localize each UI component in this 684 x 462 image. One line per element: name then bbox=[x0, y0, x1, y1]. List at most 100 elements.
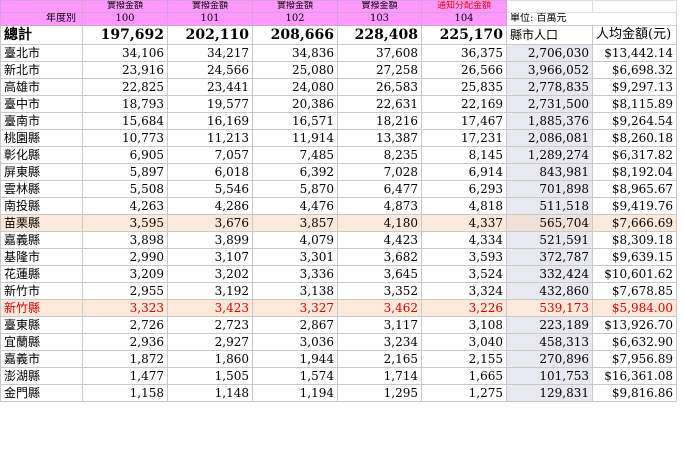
amount-cell[interactable]: 4,286 bbox=[167, 197, 253, 215]
amount-cell[interactable]: 1,872 bbox=[82, 350, 168, 368]
amount-cell[interactable]: 1,148 bbox=[167, 384, 253, 402]
year-cell[interactable]: 104 bbox=[421, 12, 507, 26]
amount-cell[interactable]: 26,566 bbox=[421, 61, 507, 79]
amount-cell[interactable]: 20,386 bbox=[252, 95, 338, 113]
total-cell[interactable]: 225,170 bbox=[421, 25, 507, 45]
amount-cell[interactable]: 25,080 bbox=[252, 61, 338, 79]
amount-cell[interactable]: 7,028 bbox=[337, 163, 422, 181]
city-name-cell[interactable]: 新竹市 bbox=[0, 282, 83, 300]
per-capita-cell[interactable]: $9,639.15 bbox=[592, 248, 677, 266]
amount-cell[interactable]: 3,524 bbox=[421, 265, 507, 283]
amount-cell[interactable]: 1,194 bbox=[252, 384, 338, 402]
header-cell-101[interactable]: 實撥金額 bbox=[167, 0, 253, 13]
amount-cell[interactable]: 7,485 bbox=[252, 146, 338, 164]
amount-cell[interactable]: 3,336 bbox=[252, 265, 338, 283]
amount-cell[interactable]: 22,169 bbox=[421, 95, 507, 113]
header-cell-103[interactable]: 實撥金額 bbox=[337, 0, 422, 13]
per-capita-cell[interactable]: $6,632.90 bbox=[592, 333, 677, 351]
amount-cell[interactable]: 3,682 bbox=[337, 248, 422, 266]
amount-cell[interactable]: 7,057 bbox=[167, 146, 253, 164]
amount-cell[interactable]: 3,898 bbox=[82, 231, 168, 249]
amount-cell[interactable]: 3,192 bbox=[167, 282, 253, 300]
amount-cell[interactable]: 1,860 bbox=[167, 350, 253, 368]
population-cell[interactable]: 2,086,081 bbox=[506, 129, 593, 147]
header-cell-pop[interactable] bbox=[506, 0, 593, 13]
amount-cell[interactable]: 3,108 bbox=[421, 316, 507, 334]
amount-cell[interactable]: 3,595 bbox=[82, 214, 168, 232]
amount-cell[interactable]: 6,905 bbox=[82, 146, 168, 164]
per-capita-cell[interactable]: $16,361.08 bbox=[592, 367, 677, 385]
population-cell[interactable]: 2,731,500 bbox=[506, 95, 593, 113]
per-capita-cell[interactable]: $8,260.18 bbox=[592, 129, 677, 147]
per-capita-cell[interactable]: $8,192.04 bbox=[592, 163, 677, 181]
amount-cell[interactable]: 3,202 bbox=[167, 265, 253, 283]
population-cell[interactable]: 372,787 bbox=[506, 248, 593, 266]
population-cell[interactable]: 701,898 bbox=[506, 180, 593, 198]
city-name-cell[interactable]: 桃園縣 bbox=[0, 129, 83, 147]
total-cell[interactable]: 228,408 bbox=[337, 25, 422, 45]
amount-cell[interactable]: 11,213 bbox=[167, 129, 253, 147]
header-cell-blank[interactable] bbox=[0, 0, 83, 13]
amount-cell[interactable]: 2,155 bbox=[421, 350, 507, 368]
amount-cell[interactable]: 4,818 bbox=[421, 197, 507, 215]
amount-cell[interactable]: 24,080 bbox=[252, 78, 338, 96]
population-cell[interactable]: 3,966,052 bbox=[506, 61, 593, 79]
per-capita-cell[interactable]: $5,984.00 bbox=[592, 299, 677, 317]
year-cell[interactable]: 100 bbox=[82, 12, 168, 26]
population-cell[interactable]: 458,313 bbox=[506, 333, 593, 351]
amount-cell[interactable]: 4,476 bbox=[252, 197, 338, 215]
amount-cell[interactable]: 3,107 bbox=[167, 248, 253, 266]
amount-cell[interactable]: 15,684 bbox=[82, 112, 168, 130]
city-name-cell[interactable]: 臺南市 bbox=[0, 112, 83, 130]
city-name-cell[interactable]: 新竹縣 bbox=[0, 299, 83, 317]
amount-cell[interactable]: 4,180 bbox=[337, 214, 422, 232]
city-name-cell[interactable]: 苗栗縣 bbox=[0, 214, 83, 232]
amount-cell[interactable]: 3,138 bbox=[252, 282, 338, 300]
amount-cell[interactable]: 19,577 bbox=[167, 95, 253, 113]
amount-cell[interactable]: 8,145 bbox=[421, 146, 507, 164]
year-label-cell[interactable]: 年度別 bbox=[0, 12, 83, 26]
amount-cell[interactable]: 3,301 bbox=[252, 248, 338, 266]
amount-cell[interactable]: 3,645 bbox=[337, 265, 422, 283]
amount-cell[interactable]: 3,040 bbox=[421, 333, 507, 351]
city-name-cell[interactable]: 花蓮縣 bbox=[0, 265, 83, 283]
population-cell[interactable]: 129,831 bbox=[506, 384, 593, 402]
per-capita-cell[interactable]: $13,442.14 bbox=[592, 44, 677, 62]
amount-cell[interactable]: 4,334 bbox=[421, 231, 507, 249]
amount-cell[interactable]: 3,323 bbox=[82, 299, 168, 317]
header-cell-104[interactable]: 通知分配金額 bbox=[421, 0, 507, 13]
city-name-cell[interactable]: 金門縣 bbox=[0, 384, 83, 402]
amount-cell[interactable]: 34,217 bbox=[167, 44, 253, 62]
amount-cell[interactable]: 5,546 bbox=[167, 180, 253, 198]
amount-cell[interactable]: 1,477 bbox=[82, 367, 168, 385]
amount-cell[interactable]: 4,337 bbox=[421, 214, 507, 232]
amount-cell[interactable]: 3,324 bbox=[421, 282, 507, 300]
amount-cell[interactable]: 22,631 bbox=[337, 95, 422, 113]
total-cell[interactable]: 202,110 bbox=[167, 25, 253, 45]
amount-cell[interactable]: 3,209 bbox=[82, 265, 168, 283]
amount-cell[interactable]: 3,899 bbox=[167, 231, 253, 249]
per-capita-cell[interactable]: $10,601.62 bbox=[592, 265, 677, 283]
city-name-cell[interactable]: 臺中市 bbox=[0, 95, 83, 113]
per-capita-cell[interactable]: $6,698.32 bbox=[592, 61, 677, 79]
amount-cell[interactable]: 37,608 bbox=[337, 44, 422, 62]
amount-cell[interactable]: 16,169 bbox=[167, 112, 253, 130]
amount-cell[interactable]: 4,079 bbox=[252, 231, 338, 249]
amount-cell[interactable]: 17,231 bbox=[421, 129, 507, 147]
city-name-cell[interactable]: 臺北市 bbox=[0, 44, 83, 62]
year-cell[interactable]: 103 bbox=[337, 12, 422, 26]
city-name-cell[interactable]: 屏東縣 bbox=[0, 163, 83, 181]
amount-cell[interactable]: 4,263 bbox=[82, 197, 168, 215]
total-cell[interactable]: 197,692 bbox=[82, 25, 168, 45]
amount-cell[interactable]: 4,423 bbox=[337, 231, 422, 249]
amount-cell[interactable]: 2,165 bbox=[337, 350, 422, 368]
amount-cell[interactable]: 5,897 bbox=[82, 163, 168, 181]
amount-cell[interactable]: 3,676 bbox=[167, 214, 253, 232]
population-cell[interactable]: 101,753 bbox=[506, 367, 593, 385]
amount-cell[interactable]: 26,583 bbox=[337, 78, 422, 96]
population-cell[interactable]: 511,518 bbox=[506, 197, 593, 215]
amount-cell[interactable]: 3,327 bbox=[252, 299, 338, 317]
amount-cell[interactable]: 1,944 bbox=[252, 350, 338, 368]
amount-cell[interactable]: 3,117 bbox=[337, 316, 422, 334]
amount-cell[interactable]: 13,387 bbox=[337, 129, 422, 147]
